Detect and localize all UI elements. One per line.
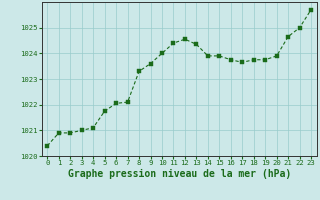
X-axis label: Graphe pression niveau de la mer (hPa): Graphe pression niveau de la mer (hPa): [68, 169, 291, 179]
